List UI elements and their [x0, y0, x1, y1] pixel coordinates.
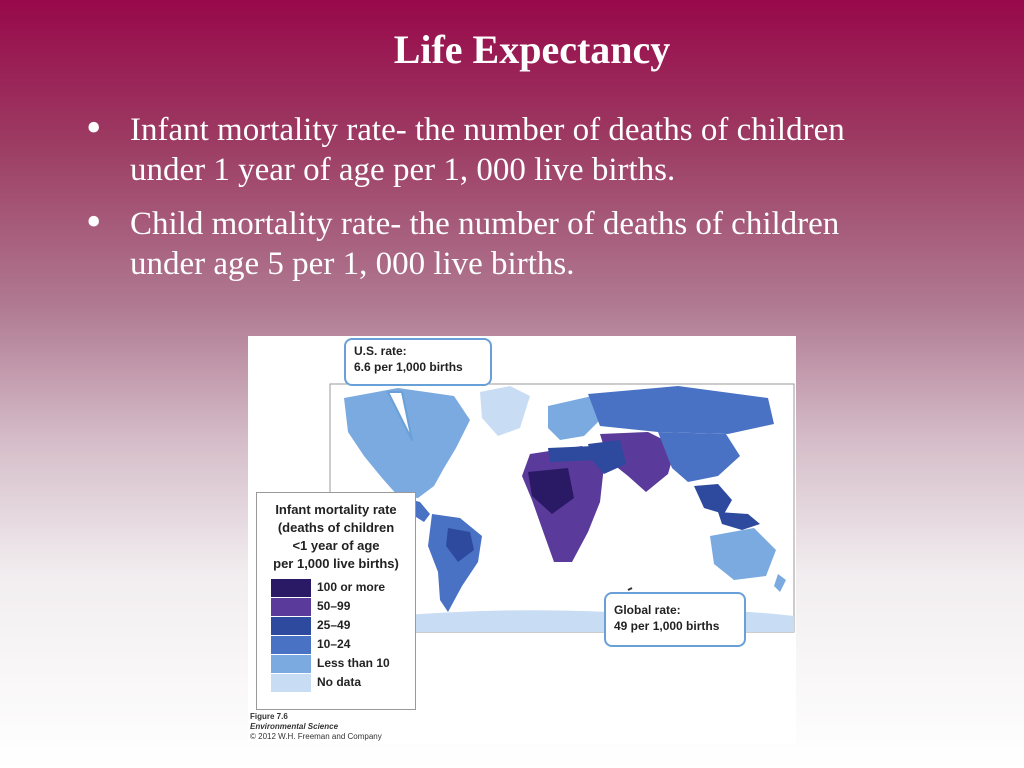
- legend-label: 50–99: [317, 599, 351, 613]
- legend-label: 100 or more: [317, 580, 386, 594]
- bullet-line: under 1 year of age per 1, 000 live birt…: [130, 152, 676, 188]
- us-rate-label: U.S. rate:: [354, 344, 407, 358]
- bullet-dot-icon: •: [86, 197, 102, 246]
- legend-label: 10–24: [317, 637, 351, 651]
- north-africa-region: [548, 446, 598, 462]
- legend-title-line: (deaths of children: [277, 520, 395, 535]
- global-rate-label: Global rate:: [614, 603, 681, 617]
- legend-label: Less than 10: [317, 656, 390, 670]
- southeast-asia-region: [694, 484, 732, 514]
- legend-swatch: [271, 636, 311, 654]
- figure-copyright: © 2012 W.H. Freeman and Company: [250, 732, 382, 741]
- northern-asia-region: [588, 386, 774, 434]
- bullet-dot-icon: •: [86, 103, 102, 152]
- legend-label: 25–49: [317, 618, 351, 632]
- figure-caption: Figure 7.6 Environmental Science © 2012 …: [250, 712, 382, 742]
- legend-label: No data: [317, 675, 362, 689]
- bullet-infant-mortality: • Infant mortality rate- the number of d…: [86, 103, 986, 190]
- infant-mortality-map-figure: U.S. rate: 6.6 per 1,000 births Global r…: [248, 336, 796, 744]
- legend-item-50-99: 50–99: [271, 598, 411, 616]
- slide-title: Life Expectancy: [393, 27, 671, 72]
- new-zealand-region: [774, 574, 786, 592]
- australia-region: [710, 528, 776, 580]
- europe-region: [548, 396, 600, 440]
- legend-item-less-than-10: Less than 10: [271, 655, 411, 673]
- legend-title-line: per 1,000 live births): [273, 556, 399, 571]
- legend-item-100-or-more: 100 or more: [271, 579, 411, 597]
- legend-swatch: [271, 674, 311, 692]
- bullet-child-mortality: • Child mortality rate- the number of de…: [86, 197, 986, 284]
- figure-source-book: Environmental Science: [250, 722, 339, 731]
- figure-number: Figure 7.6: [250, 712, 288, 721]
- legend-title-line: <1 year of age: [292, 538, 380, 553]
- legend-item-25-49: 25–49: [271, 617, 411, 635]
- map-legend: Infant mortality rate (deaths of childre…: [256, 492, 416, 710]
- legend-swatch: [271, 579, 311, 597]
- bullet-line: Infant mortality rate- the number of dea…: [130, 112, 845, 148]
- east-asia-region: [658, 432, 740, 482]
- legend-swatch: [271, 617, 311, 635]
- west-central-africa-region: [528, 468, 574, 514]
- north-america-region: [344, 388, 470, 498]
- legend-title-line: Infant mortality rate: [275, 502, 397, 517]
- bullet-list: • Infant mortality rate- the number of d…: [86, 103, 986, 298]
- us-rate-value: 6.6 per 1,000 births: [354, 360, 463, 374]
- legend-swatch: [271, 655, 311, 673]
- middle-east-region: [588, 440, 626, 474]
- legend-item-10-24: 10–24: [271, 636, 411, 654]
- legend-item-no-data: No data: [271, 674, 411, 692]
- global-callout-marker: [627, 587, 633, 591]
- indonesia-region: [718, 512, 760, 530]
- south-america-central-region: [446, 528, 474, 562]
- bullet-line: Child mortality rate- the number of deat…: [130, 206, 840, 242]
- bullet-line: under age 5 per 1, 000 live births.: [130, 246, 575, 282]
- legend-swatch: [271, 598, 311, 616]
- greenland-region: [480, 386, 530, 436]
- legend-title: Infant mortality rate (deaths of childre…: [257, 501, 415, 573]
- global-rate-value: 49 per 1,000 births: [614, 619, 720, 633]
- global-rate-callout: Global rate: 49 per 1,000 births: [604, 592, 746, 647]
- us-rate-callout: U.S. rate: 6.6 per 1,000 births: [344, 338, 492, 386]
- us-callout-pointer: [387, 391, 413, 441]
